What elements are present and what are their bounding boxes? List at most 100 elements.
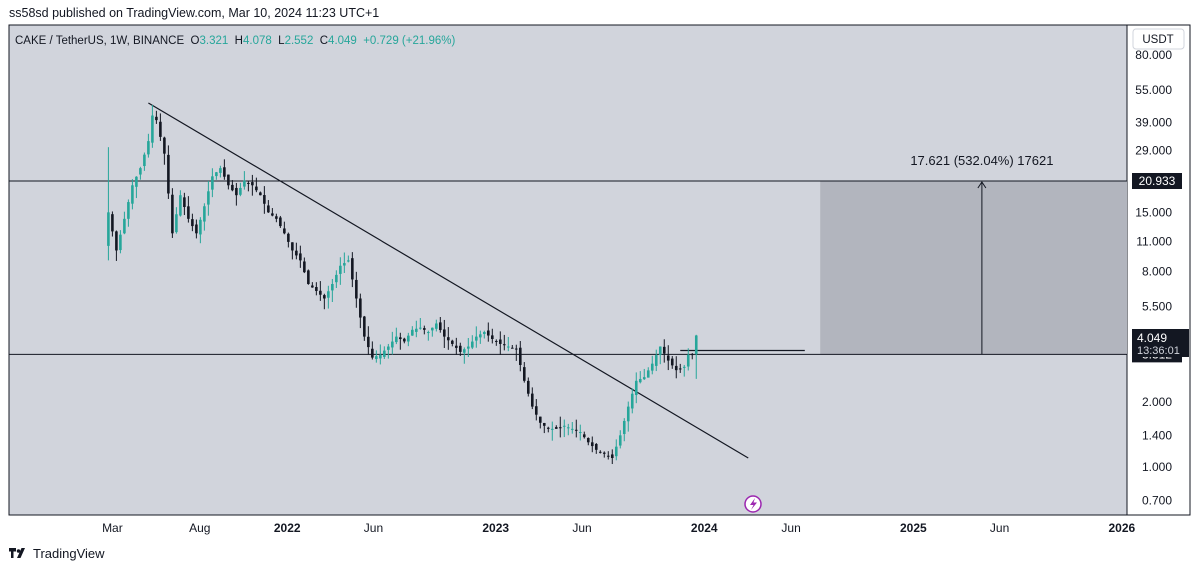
candle-body [163, 137, 166, 154]
candle-body [231, 184, 234, 191]
time-tick-label: Jun [990, 521, 1009, 535]
candle-body [383, 350, 386, 357]
candle-body [239, 187, 242, 195]
candle-body [491, 335, 494, 340]
candle-body [658, 346, 662, 355]
candle-body [499, 339, 502, 344]
price-tick-label: 5.500 [1142, 300, 1172, 314]
candle-body [626, 406, 630, 422]
ohlc-key: O [191, 35, 200, 47]
ohlc-change: +0.729 (+21.96%) [363, 35, 455, 47]
candle-body [534, 406, 538, 415]
candle-body [475, 336, 478, 341]
candle-body [135, 176, 138, 187]
price-tick-label: 1.400 [1142, 428, 1172, 442]
candle-body [634, 380, 638, 396]
time-tick-label: 2026 [1109, 521, 1136, 535]
time-tick-label: 2022 [274, 521, 301, 535]
candle-body [139, 168, 142, 175]
candle-body [518, 347, 522, 365]
candle-body [143, 154, 146, 167]
time-tick-label: Jun [364, 521, 383, 535]
candle-body [598, 451, 602, 453]
candle-body [574, 429, 578, 431]
candle-body [455, 345, 458, 348]
candle-body [175, 214, 178, 233]
currency-label: USDT [1142, 34, 1173, 46]
candle-body [646, 370, 650, 378]
candle-body [311, 285, 314, 288]
candle-body [211, 176, 214, 190]
downtrend-line [148, 102, 749, 459]
candle-body [339, 265, 342, 274]
time-tick-label: Mar [102, 521, 123, 535]
price-tick-label: 55.000 [1135, 83, 1172, 97]
time-tick-label: 2023 [482, 521, 509, 535]
candle-body [666, 355, 670, 361]
candle-body [299, 253, 302, 261]
candle-body [495, 340, 498, 342]
candle-body [586, 437, 590, 443]
candle-body [686, 354, 690, 367]
candle-body [251, 182, 254, 186]
candle-body [431, 327, 434, 331]
candle-body [542, 422, 546, 426]
ohlc-close: 4.049 [328, 35, 363, 47]
candle-body [503, 344, 506, 346]
candle-body [259, 192, 262, 196]
candle-body [459, 345, 462, 352]
candle-body [670, 358, 674, 366]
candle-body [167, 154, 170, 194]
ohlc-key: C [320, 35, 328, 47]
ohlc-key: H [235, 35, 243, 47]
candle-body [307, 270, 310, 285]
candle-body [287, 233, 290, 242]
ohlc-key: L [278, 35, 285, 47]
candle-body [235, 187, 238, 196]
candle-body [419, 327, 422, 329]
price-tick-label: 80.000 [1135, 48, 1172, 62]
candle-body [315, 287, 318, 291]
candle-body [554, 427, 558, 429]
price-tick-label: 0.700 [1142, 494, 1172, 508]
candle-body [522, 367, 526, 381]
candle-body [283, 228, 286, 234]
candle-body [159, 121, 162, 137]
candle-body [223, 167, 226, 177]
candle-body [263, 195, 266, 204]
candle-body [387, 346, 390, 350]
time-tick-label: Jun [572, 521, 591, 535]
candle-body [610, 454, 614, 459]
ohlc-open: 3.321 [200, 35, 235, 47]
candle-body [359, 298, 362, 318]
candle-body [275, 216, 278, 219]
candle-body [195, 224, 198, 234]
price-tick-label: 11.000 [1136, 235, 1172, 249]
candle-body [562, 425, 566, 427]
tradingview-footer[interactable]: TradingView [9, 546, 105, 561]
candle-body [151, 115, 154, 143]
currency-button[interactable] [1132, 28, 1185, 50]
candle-body [331, 284, 334, 291]
candle-body [219, 168, 222, 173]
candle-body [411, 329, 414, 336]
candle-body [566, 427, 570, 429]
candle-body [155, 116, 158, 121]
time-tick-label: 2025 [900, 521, 927, 535]
candle-body [546, 427, 550, 429]
candle-body [391, 341, 394, 348]
candle-body [558, 427, 562, 429]
candle-body [439, 322, 442, 331]
candle-body [351, 258, 354, 280]
candle-body [650, 363, 654, 371]
candle-body [191, 219, 194, 227]
candle-body [423, 328, 426, 330]
candle-body [247, 182, 250, 184]
candle-body [295, 250, 298, 256]
measure-box [820, 181, 1127, 355]
candle-body [594, 444, 598, 450]
candle-body [511, 347, 514, 349]
candle-body [550, 428, 554, 430]
time-tick-label: Aug [189, 521, 210, 535]
